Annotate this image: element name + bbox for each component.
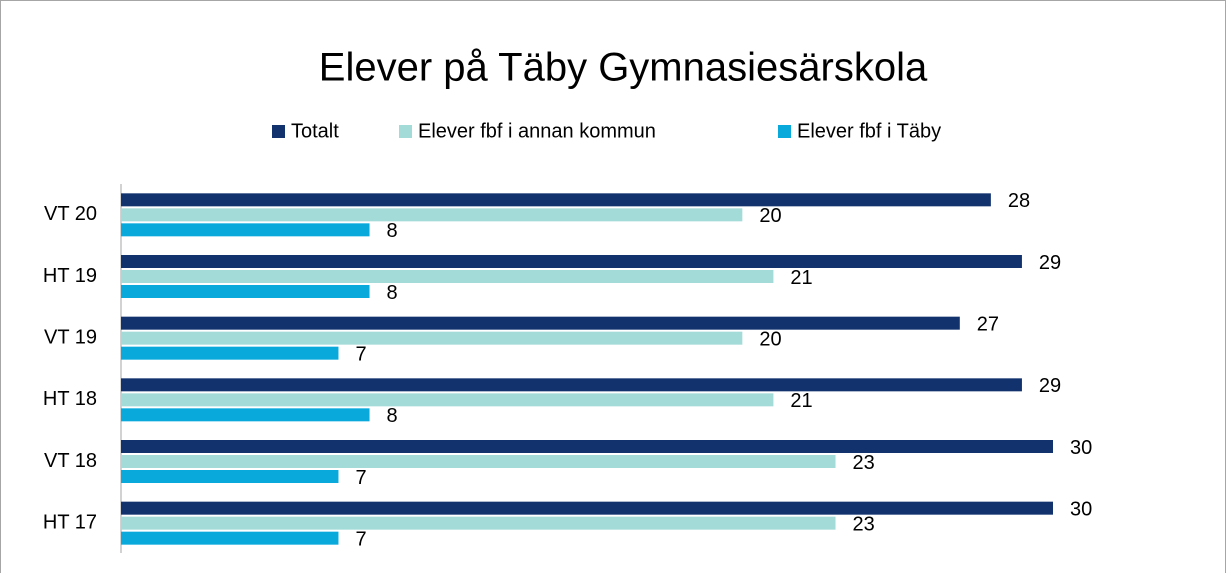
bar <box>121 270 774 283</box>
legend-label: Elever fbf i Täby <box>797 120 941 142</box>
data-label: 7 <box>355 528 366 550</box>
legend-swatch <box>272 125 285 138</box>
data-label: 7 <box>355 467 366 489</box>
bar <box>121 378 1022 392</box>
data-label: 7 <box>355 343 366 365</box>
y-tick-label: VT 19 <box>44 326 97 348</box>
data-label: 21 <box>790 390 812 412</box>
bar <box>121 531 339 545</box>
bar <box>121 346 339 360</box>
data-label: 8 <box>387 282 398 304</box>
data-label: 8 <box>387 220 398 242</box>
data-label: 27 <box>977 313 999 335</box>
data-label: 21 <box>790 267 812 289</box>
data-label: 29 <box>1039 375 1061 397</box>
bar <box>121 223 370 237</box>
data-label: 23 <box>853 452 875 474</box>
bar <box>121 455 836 468</box>
data-label: 20 <box>759 328 781 350</box>
bar <box>121 285 370 298</box>
data-label: 30 <box>1070 437 1092 459</box>
chart-title: Elever på Täby Gymnasiesärskola <box>319 46 928 90</box>
bar <box>121 331 743 345</box>
y-tick-label: HT 18 <box>43 388 97 410</box>
legend-label: Totalt <box>291 120 339 142</box>
y-tick-label: HT 19 <box>43 265 97 287</box>
bar <box>121 501 1053 515</box>
bar <box>121 470 339 483</box>
bar <box>121 316 960 330</box>
data-label: 29 <box>1039 252 1061 274</box>
data-label: 8 <box>387 405 398 427</box>
legend-swatch <box>399 125 412 138</box>
data-label: 30 <box>1070 498 1092 520</box>
y-tick-label: VT 20 <box>44 203 97 225</box>
legend-swatch <box>778 125 791 138</box>
y-tick-label: HT 17 <box>43 511 97 533</box>
bar <box>121 516 836 530</box>
bar <box>121 440 1053 453</box>
data-label: 28 <box>1008 190 1030 212</box>
bar <box>121 393 774 407</box>
data-label: 20 <box>759 205 781 227</box>
data-label: 23 <box>853 513 875 535</box>
y-tick-label: VT 18 <box>44 450 97 472</box>
bar <box>121 408 370 422</box>
legend-label: Elever fbf i annan kommun <box>418 120 656 142</box>
bar <box>121 193 991 207</box>
bar <box>121 208 743 222</box>
bar <box>121 255 1022 268</box>
